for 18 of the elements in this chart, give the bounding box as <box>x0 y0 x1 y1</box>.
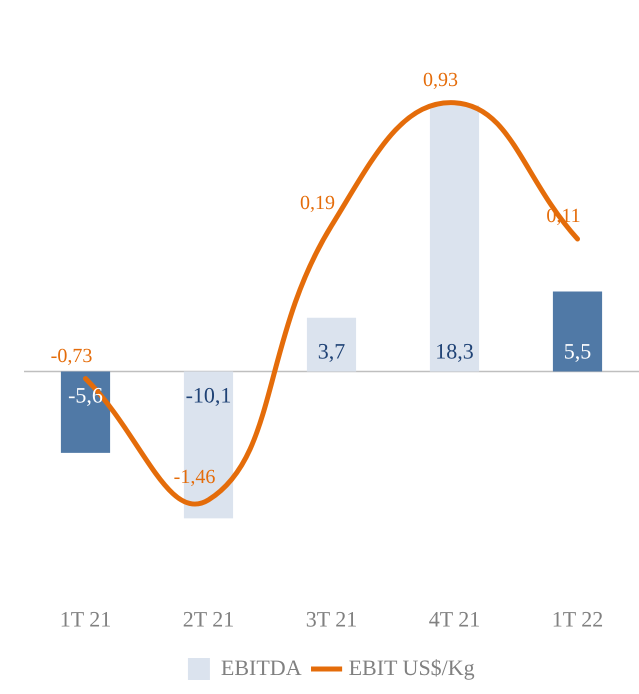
bar <box>552 292 602 372</box>
legend-label: EBITDA <box>220 654 302 680</box>
data-label: 5,5 <box>564 338 592 364</box>
bar <box>306 318 356 372</box>
data-label: 18,3 <box>435 338 474 364</box>
x-tick-label: 4T 21 <box>428 606 480 632</box>
data-label: -1,46 <box>174 466 216 488</box>
data-label: 0,93 <box>423 68 458 91</box>
bar <box>430 105 480 372</box>
legend-label: EBIT US$/Kg <box>348 654 475 680</box>
data-label: 0,19 <box>300 192 335 214</box>
x-tick-label: 1T 21 <box>60 606 112 632</box>
x-tick-label: 1T 22 <box>552 606 604 632</box>
data-label: -0,73 <box>50 344 92 367</box>
data-label: 3,7 <box>318 338 346 364</box>
data-label: -10,1 <box>186 382 232 408</box>
x-tick-label: 2T 21 <box>182 606 234 632</box>
x-tick-label: 3T 21 <box>306 606 358 632</box>
